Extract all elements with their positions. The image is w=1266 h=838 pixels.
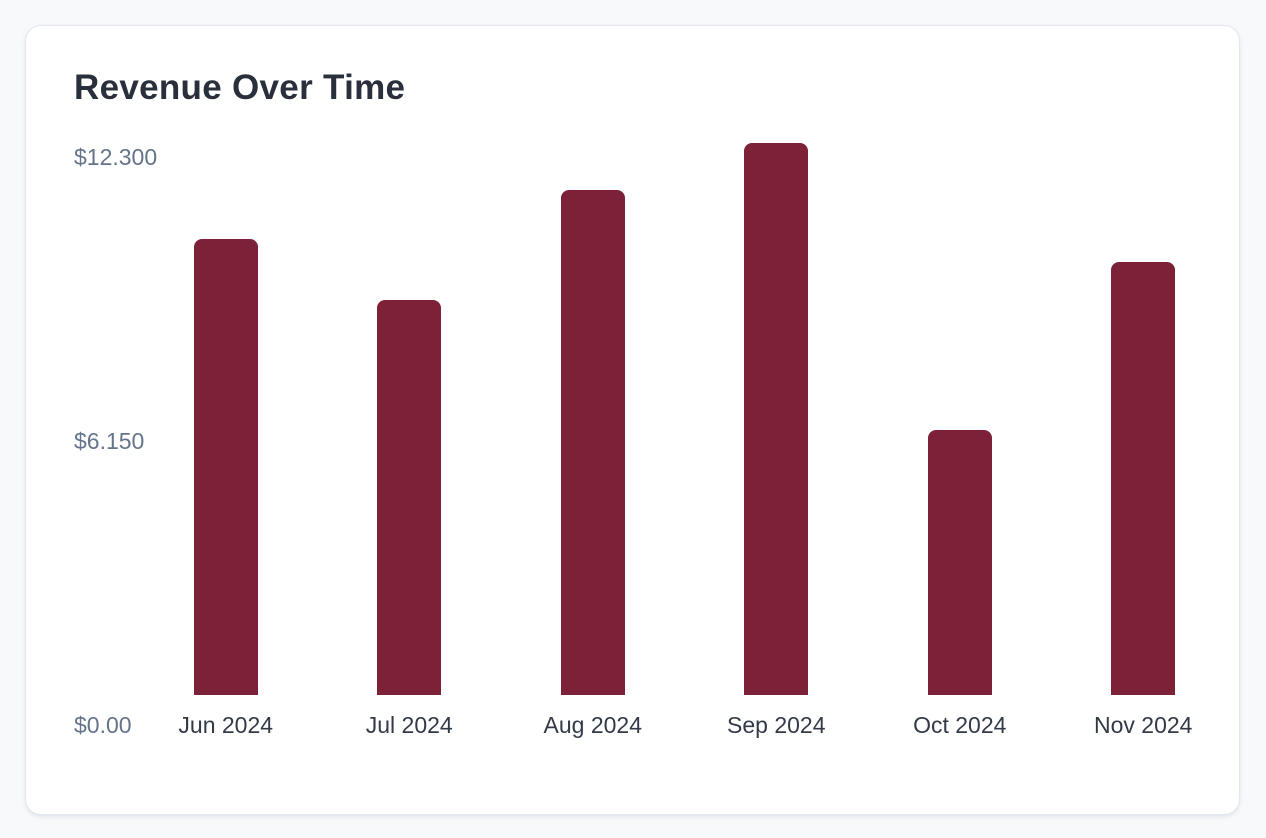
plot-wrap: Jun 2024 Jul 2024 Aug 2024 Sep 2024 Oct 2024… — [134, 143, 1235, 739]
bar-chart: $12.300 $6.150 $0.00 Jun 2024 Jul 2024 Aug 2… — [74, 143, 1192, 739]
bar-oct-2024[interactable] — [927, 430, 992, 695]
y-axis-tick-label: $0.00 — [74, 712, 132, 738]
bar-column — [318, 143, 502, 695]
bar-aug-2024[interactable] — [560, 190, 625, 695]
bar-column — [501, 143, 685, 695]
bar-column — [685, 143, 869, 695]
bar-column — [868, 143, 1052, 695]
x-axis-label: Aug 2024 — [543, 712, 642, 738]
plot-area — [134, 143, 1235, 695]
x-axis-label: Oct 2024 — [913, 712, 1007, 738]
x-axis-label: Sep 2024 — [727, 712, 826, 738]
x-axis: Jun 2024 Jul 2024 Aug 2024 Sep 2024 Oct 2024… — [134, 711, 1235, 739]
bar-nov-2024[interactable] — [1111, 262, 1176, 695]
y-axis: $12.300 $6.150 $0.00 — [74, 143, 157, 739]
y-axis-tick-label: $6.150 — [74, 428, 145, 454]
x-axis-label: Jul 2024 — [365, 712, 453, 738]
revenue-chart-card: Revenue Over Time $12.300 $6.150 $0.00 Jun… — [25, 25, 1240, 815]
bar-jul-2024[interactable] — [377, 300, 442, 695]
chart-title: Revenue Over Time — [74, 68, 406, 107]
x-axis-label: Nov 2024 — [1094, 712, 1193, 738]
bar-sep-2024[interactable] — [744, 143, 809, 695]
bar-column — [134, 143, 318, 695]
y-axis-tick-label: $12.300 — [74, 144, 158, 170]
bar-jun-2024[interactable] — [193, 239, 258, 695]
x-axis-label: Jun 2024 — [178, 712, 274, 738]
bar-column — [1052, 143, 1236, 695]
